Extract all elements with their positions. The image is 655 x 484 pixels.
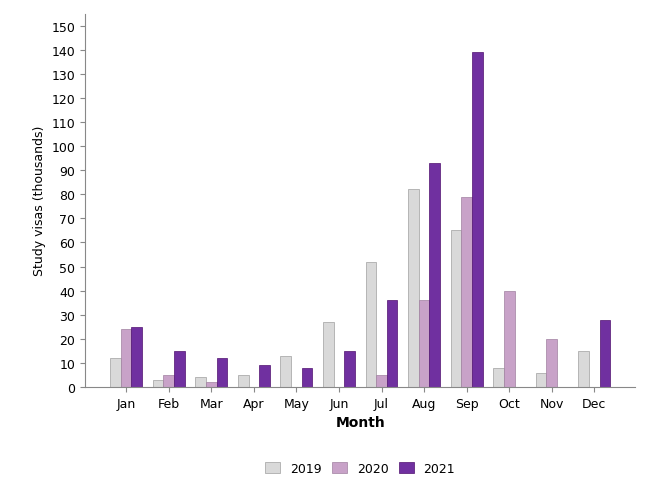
Bar <box>546 339 557 387</box>
Bar <box>600 320 610 387</box>
Bar <box>493 368 504 387</box>
Bar <box>174 351 185 387</box>
Bar <box>536 373 546 387</box>
Bar <box>206 382 217 387</box>
Bar <box>419 301 430 387</box>
Bar <box>345 351 355 387</box>
Bar <box>302 368 312 387</box>
Y-axis label: Study visas (thousands): Study visas (thousands) <box>33 126 46 276</box>
Bar <box>430 164 440 387</box>
Bar <box>217 358 227 387</box>
Bar <box>504 291 515 387</box>
Bar <box>451 231 461 387</box>
Bar <box>376 375 387 387</box>
Bar <box>461 197 472 387</box>
Bar <box>578 351 589 387</box>
Bar <box>365 262 376 387</box>
Bar <box>472 53 483 387</box>
Bar <box>153 380 163 387</box>
Bar <box>163 375 174 387</box>
Bar <box>323 322 333 387</box>
Bar <box>110 358 121 387</box>
Bar <box>121 330 132 387</box>
Bar <box>408 190 419 387</box>
Bar <box>280 356 291 387</box>
Bar <box>387 301 398 387</box>
X-axis label: Month: Month <box>335 415 385 429</box>
Bar <box>132 327 142 387</box>
Legend: 2019, 2020, 2021: 2019, 2020, 2021 <box>260 457 460 480</box>
Bar <box>238 375 248 387</box>
Bar <box>259 365 270 387</box>
Bar <box>195 378 206 387</box>
